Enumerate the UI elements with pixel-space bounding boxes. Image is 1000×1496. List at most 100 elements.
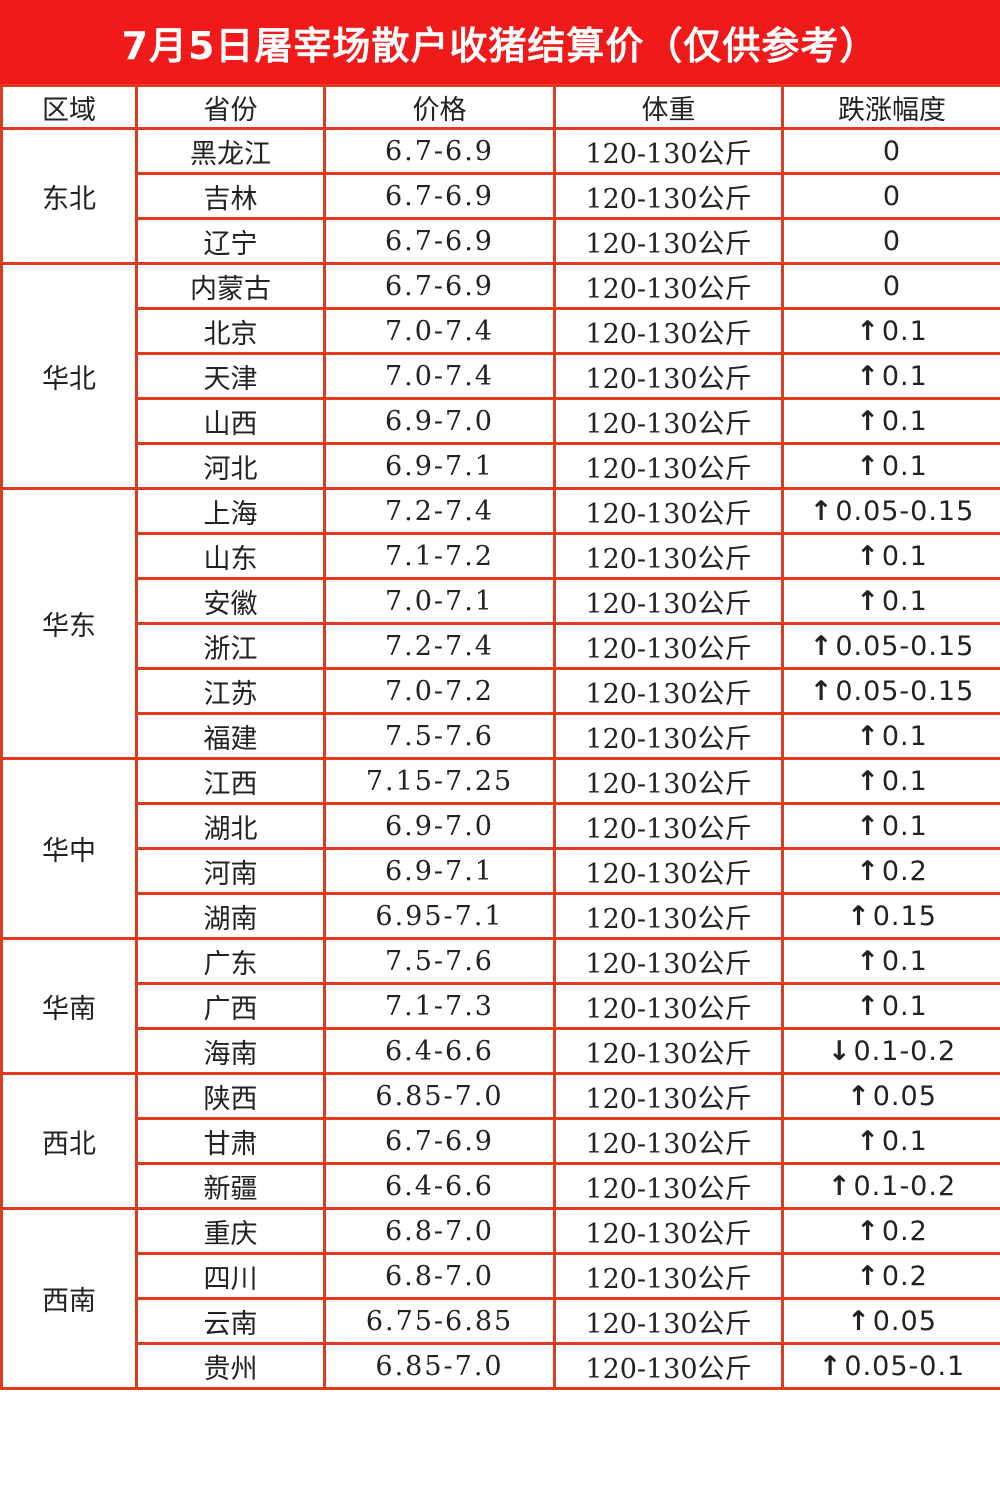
change-cell: ↑0.1 bbox=[781, 532, 1000, 580]
arrow-up-icon: ↑ bbox=[809, 630, 834, 662]
weight-cell: 120-130公斤 bbox=[553, 352, 784, 400]
change-value: 0.2 bbox=[881, 855, 928, 887]
table-row: 河南 6.9-7.1 120-130公斤 ↑0.2 bbox=[2, 847, 1000, 895]
price-cell: 6.9-7.0 bbox=[323, 397, 556, 445]
change-cell: ↑0.05 bbox=[781, 1072, 1000, 1120]
price-cell: 6.7-6.9 bbox=[323, 1117, 556, 1165]
table-row: 安徽 7.0-7.1 120-130公斤 ↑0.1 bbox=[2, 577, 1000, 625]
province-cell: 陕西 bbox=[135, 1072, 326, 1120]
table-row: 西北 陕西 6.85-7.0 120-130公斤 ↑0.05 bbox=[0, 1072, 1000, 1210]
change-value: 0 bbox=[882, 135, 902, 167]
weight-cell: 120-130公斤 bbox=[553, 892, 784, 940]
weight-cell: 120-130公斤 bbox=[553, 712, 784, 760]
change-cell: ↑0.2 bbox=[781, 1252, 1000, 1300]
change-cell: ↑0.2 bbox=[781, 1207, 1000, 1255]
change-cell: ↑0.1 bbox=[781, 1117, 1000, 1165]
province-cell: 福建 bbox=[135, 712, 326, 760]
table-row: 浙江 7.2-7.4 120-130公斤 ↑0.05-0.15 bbox=[2, 622, 1000, 670]
arrow-up-icon: ↑ bbox=[856, 765, 880, 797]
weight-cell: 120-130公斤 bbox=[553, 757, 784, 805]
price-cell: 7.2-7.4 bbox=[323, 487, 556, 535]
column-header-change: 跌涨幅度 bbox=[781, 84, 1000, 130]
change-cell: ↑0.1 bbox=[781, 577, 1000, 625]
price-cell: 6.7-6.9 bbox=[323, 127, 556, 175]
price-cell: 7.1-7.3 bbox=[323, 982, 556, 1030]
price-cell: 6.8-7.0 bbox=[323, 1207, 556, 1255]
change-value: 0.1 bbox=[881, 405, 928, 437]
weight-cell: 120-130公斤 bbox=[553, 622, 784, 670]
province-cell: 山西 bbox=[135, 397, 326, 445]
change-value: 0.1 bbox=[881, 810, 928, 842]
province-cell: 湖南 bbox=[135, 892, 326, 940]
price-cell: 7.2-7.4 bbox=[323, 622, 556, 670]
arrow-up-icon: ↑ bbox=[856, 945, 880, 977]
province-cell: 甘肃 bbox=[135, 1117, 326, 1165]
price-cell: 6.85-7.0 bbox=[323, 1342, 556, 1390]
change-cell: ↓0.1-0.2 bbox=[781, 1027, 1000, 1075]
price-table: 区域 省份 价格 体重 跌涨幅度 东北 黑龙江 6.7-6.9 120-130公斤 0 吉… bbox=[0, 84, 1000, 1390]
table-row: 东北 黑龙江 6.7-6.9 120-130公斤 0 bbox=[0, 127, 1000, 265]
change-cell: ↑0.05-0.15 bbox=[781, 622, 1000, 670]
price-cell: 7.1-7.2 bbox=[323, 532, 556, 580]
table-row: 华北 内蒙古 6.7-6.9 120-130公斤 0 bbox=[0, 262, 1000, 490]
weight-cell: 120-130公斤 bbox=[553, 802, 784, 850]
table-row: 海南 6.4-6.6 120-130公斤 ↓0.1-0.2 bbox=[2, 1027, 1000, 1075]
table-row: 华东 上海 7.2-7.4 120-130公斤 ↑0.05-0.15 bbox=[0, 487, 1000, 760]
weight-cell: 120-130公斤 bbox=[553, 127, 784, 175]
table-row: 西南 重庆 6.8-7.0 120-130公斤 ↑0.2 bbox=[0, 1207, 1000, 1390]
table-row: 湖北 6.9-7.0 120-130公斤 ↑0.1 bbox=[2, 802, 1000, 850]
arrow-down-icon: ↓ bbox=[827, 1035, 852, 1067]
table-row: 江苏 7.0-7.2 120-130公斤 ↑0.05-0.15 bbox=[2, 667, 1000, 715]
price-cell: 6.75-6.85 bbox=[323, 1297, 556, 1345]
change-value: 0 bbox=[882, 180, 902, 212]
change-cell: ↑0.1 bbox=[781, 397, 1000, 445]
column-header-province: 省份 bbox=[135, 84, 326, 130]
change-value: 0.1-0.2 bbox=[853, 1170, 957, 1202]
weight-cell: 120-130公斤 bbox=[553, 442, 784, 490]
change-value: 0.1 bbox=[881, 540, 928, 572]
weight-cell: 120-130公斤 bbox=[553, 1252, 784, 1300]
region-cell: 华东 bbox=[0, 487, 138, 760]
bottom-margin bbox=[0, 1490, 1000, 1496]
arrow-up-icon: ↑ bbox=[818, 1350, 843, 1382]
change-value: 0.2 bbox=[881, 1215, 928, 1247]
column-header-region: 区域 bbox=[0, 84, 138, 130]
weight-cell: 120-130公斤 bbox=[553, 262, 784, 310]
province-cell: 四川 bbox=[135, 1252, 326, 1300]
arrow-up-icon: ↑ bbox=[856, 1215, 880, 1247]
change-cell: ↑0.15 bbox=[781, 892, 1000, 940]
region-cell: 东北 bbox=[0, 127, 138, 265]
region-cell: 华北 bbox=[0, 262, 138, 490]
change-value: 0.1 bbox=[881, 585, 928, 617]
province-cell: 河南 bbox=[135, 847, 326, 895]
change-value: 0.05-0.15 bbox=[835, 675, 975, 707]
change-cell: 0 bbox=[781, 262, 1000, 310]
arrow-up-icon: ↑ bbox=[809, 675, 834, 707]
change-cell: ↑0.1 bbox=[781, 937, 1000, 985]
table-row: 华中 江西 7.15-7.25 120-130公斤 ↑0.1 bbox=[0, 757, 1000, 940]
price-cell: 6.95-7.1 bbox=[323, 892, 556, 940]
region-cell: 西北 bbox=[0, 1072, 138, 1210]
arrow-up-icon: ↑ bbox=[847, 1080, 871, 1112]
price-cell: 7.0-7.4 bbox=[323, 307, 556, 355]
arrow-up-icon: ↑ bbox=[856, 990, 880, 1022]
arrow-up-icon: ↑ bbox=[856, 405, 880, 437]
weight-cell: 120-130公斤 bbox=[553, 667, 784, 715]
arrow-up-icon: ↑ bbox=[856, 855, 880, 887]
province-cell: 安徽 bbox=[135, 577, 326, 625]
page-title: 7月5日屠宰场散户收猪结算价（仅供参考） bbox=[0, 0, 1000, 84]
table-row: 山东 7.1-7.2 120-130公斤 ↑0.1 bbox=[2, 532, 1000, 580]
province-cell: 上海 bbox=[135, 487, 326, 535]
change-value: 0 bbox=[882, 270, 902, 302]
arrow-up-icon: ↑ bbox=[856, 315, 880, 347]
price-cell: 7.5-7.6 bbox=[323, 937, 556, 985]
province-cell: 贵州 bbox=[135, 1342, 326, 1390]
change-cell: ↑0.1 bbox=[781, 802, 1000, 850]
province-cell: 北京 bbox=[135, 307, 326, 355]
change-value: 0.05 bbox=[872, 1305, 937, 1337]
change-value: 0.1 bbox=[881, 315, 928, 347]
weight-cell: 120-130公斤 bbox=[553, 217, 784, 265]
change-value: 0 bbox=[882, 225, 902, 257]
price-cell: 6.9-7.0 bbox=[323, 802, 556, 850]
table-row: 天津 7.0-7.4 120-130公斤 ↑0.1 bbox=[2, 352, 1000, 400]
